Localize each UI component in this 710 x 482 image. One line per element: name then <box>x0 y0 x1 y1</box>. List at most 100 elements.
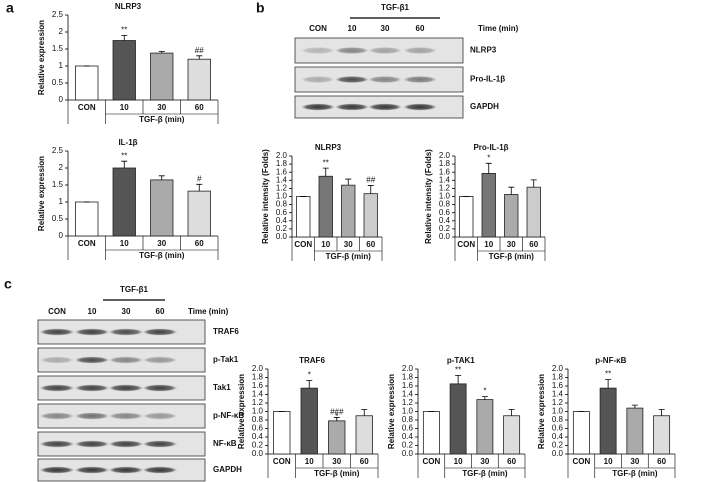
blot-band <box>108 328 144 336</box>
blot-band <box>39 440 75 448</box>
y-tick-label: 0.8 <box>552 415 564 424</box>
y-tick-label: 0.2 <box>439 224 451 233</box>
band-label: Tak1 <box>213 383 231 392</box>
blot-band <box>74 412 110 420</box>
y-tick-label: 1.4 <box>252 390 264 399</box>
y-tick-label: 1.2 <box>402 398 414 407</box>
lane-label: 10 <box>88 307 97 316</box>
blot-band <box>74 440 110 448</box>
blot-band <box>74 384 110 392</box>
lane-label: 10 <box>348 24 357 33</box>
y-tick-label: 0.6 <box>252 424 264 433</box>
y-tick-label: 1.4 <box>402 390 414 399</box>
error-bar <box>508 408 515 416</box>
x-tick-label: 60 <box>366 240 375 249</box>
y-tick-label: 1 <box>59 61 64 70</box>
blot-band <box>39 384 75 392</box>
bar <box>355 415 373 455</box>
significance-mark: * <box>308 371 311 380</box>
blot-band <box>142 356 178 364</box>
time-label: Time (min) <box>478 24 519 33</box>
blot-band <box>368 76 402 83</box>
significance-mark: ## <box>195 46 204 55</box>
significance-mark: * <box>335 412 338 421</box>
bar <box>112 40 136 101</box>
y-tick-label: 1.2 <box>552 398 564 407</box>
panel-label: c <box>4 276 12 292</box>
y-tick-label: 1.5 <box>52 44 64 53</box>
lane-label: 30 <box>122 307 131 316</box>
y-tick-label: 1.6 <box>402 381 414 390</box>
group-label: TGF-β (min) <box>612 469 658 478</box>
x-tick-label: CON <box>572 457 590 466</box>
y-tick-label: 0.5 <box>52 214 64 223</box>
chart-title: p-TAK1 <box>447 356 475 365</box>
significance-mark: ** <box>455 365 461 374</box>
y-tick-label: 0.8 <box>439 200 451 209</box>
y-tick-label: 1.4 <box>276 175 288 184</box>
chart-title: NLRP3 <box>115 2 142 11</box>
error-bar <box>121 160 128 168</box>
blot-band <box>301 47 335 54</box>
error-bar <box>196 183 203 192</box>
bar <box>318 175 333 238</box>
y-axis-label: Relative expression <box>387 374 396 449</box>
y-tick-label: 2.5 <box>52 146 64 155</box>
bar <box>75 201 99 237</box>
y-tick-label: 1.0 <box>252 407 264 416</box>
error-bar <box>605 379 612 389</box>
y-tick-label: 0.0 <box>552 449 564 458</box>
bar <box>150 52 174 101</box>
chart-title: TRAF6 <box>299 356 325 365</box>
significance-mark: ### <box>330 408 344 417</box>
band-label: p-NF-κB <box>213 411 244 420</box>
y-tick-label: 0.2 <box>402 441 414 450</box>
error-bar <box>631 404 638 409</box>
x-tick-label: 60 <box>657 457 666 466</box>
bar <box>187 58 211 101</box>
bar <box>626 407 644 455</box>
error-bar <box>508 186 515 195</box>
y-tick-label: 2.0 <box>552 364 564 373</box>
error-bar <box>333 417 340 421</box>
error-bar <box>658 408 665 416</box>
significance-mark: * <box>487 153 490 162</box>
blot-band <box>335 47 369 54</box>
error-bar <box>345 178 352 186</box>
y-tick-label: 1.4 <box>439 175 451 184</box>
x-tick-label: 60 <box>195 239 204 248</box>
y-tick-label: 1.6 <box>276 167 288 176</box>
significance-mark: ## <box>366 176 375 185</box>
lane-label: CON <box>48 307 66 316</box>
y-tick-label: 0.4 <box>552 432 564 441</box>
y-tick-label: 1.8 <box>402 373 414 382</box>
y-tick-label: 2.0 <box>402 364 414 373</box>
bar <box>504 194 519 238</box>
y-tick-label: 2.5 <box>52 10 64 19</box>
y-tick-label: 1.0 <box>439 192 451 201</box>
bar <box>187 190 211 237</box>
y-tick-label: 2 <box>59 163 64 172</box>
x-tick-label: CON <box>294 240 312 249</box>
bar <box>599 387 617 455</box>
blot-band <box>74 466 110 474</box>
x-tick-label: 60 <box>360 457 369 466</box>
blot-band <box>108 356 144 364</box>
y-tick-label: 1.5 <box>52 180 64 189</box>
y-tick-label: 1.8 <box>276 159 288 168</box>
y-tick-label: 1.8 <box>439 159 451 168</box>
y-tick-label: 0.6 <box>402 424 414 433</box>
group-label: TGF-β (min) <box>139 251 185 260</box>
lane-label: 60 <box>416 24 425 33</box>
lane-label: CON <box>309 24 327 33</box>
y-axis-label: Relative intensity (Folds) <box>424 149 433 244</box>
x-tick-label: CON <box>78 103 96 112</box>
x-tick-label: 10 <box>321 240 330 249</box>
y-tick-label: 0.4 <box>276 216 288 225</box>
panel-label: a <box>6 0 14 16</box>
error-bar <box>361 408 368 416</box>
lane-label: 30 <box>381 24 390 33</box>
y-tick-label: 2 <box>59 27 64 36</box>
y-tick-label: 1 <box>59 197 64 206</box>
